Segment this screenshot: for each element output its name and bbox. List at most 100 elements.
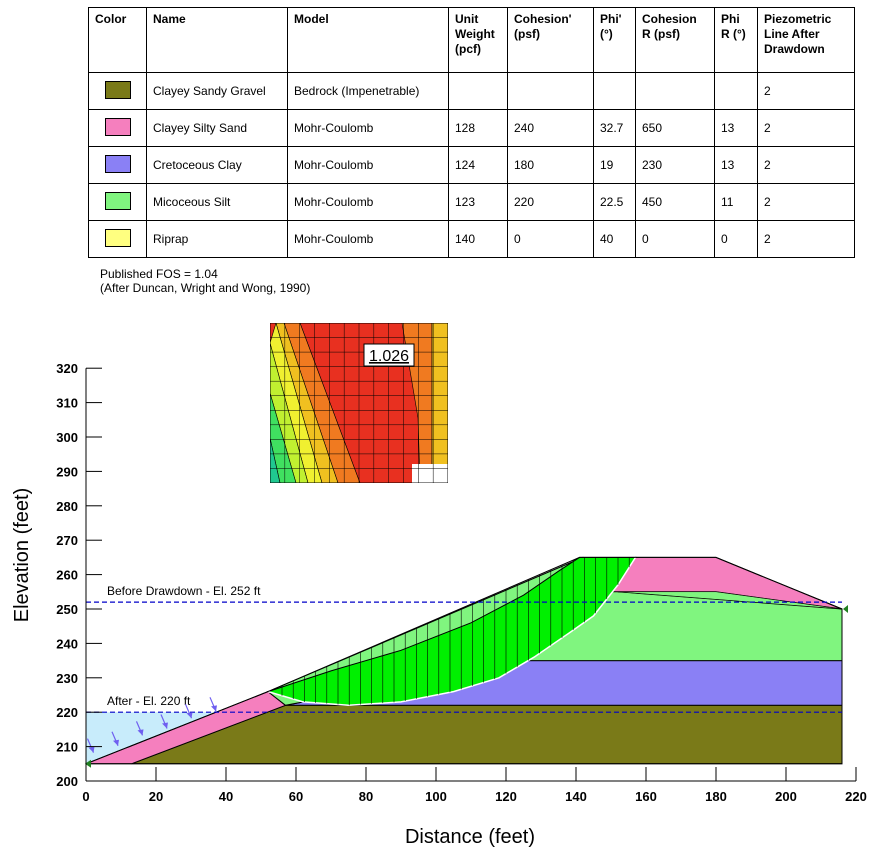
x-tick-label: 40	[219, 789, 233, 804]
material-swatch	[104, 191, 131, 210]
reference-note: (After Duncan, Wright and Wong, 1990)	[100, 281, 311, 295]
material-color-cell	[88, 183, 147, 221]
material-color-cell	[88, 109, 147, 147]
y-tick-label: 240	[56, 636, 78, 651]
fos-contour-band	[275, 323, 339, 483]
material-swatch	[104, 154, 131, 173]
material-phi-r-cell: 11	[714, 183, 758, 221]
header-piezometric: Piezometric Line After Drawdown	[757, 7, 855, 73]
header-name: Name	[146, 7, 288, 73]
header-phi-r: Phi R (°)	[714, 7, 758, 73]
x-tick-label: 100	[425, 789, 447, 804]
material-model-cell: Mohr-Coulomb	[287, 146, 449, 184]
material-piezo-cell: 2	[757, 146, 855, 184]
material-color-cell	[88, 220, 147, 258]
y-tick-label: 320	[56, 361, 78, 376]
y-axis-label: Elevation (feet)	[11, 488, 33, 623]
y-tick-label: 300	[56, 430, 78, 445]
material-piezo-cell: 2	[757, 183, 855, 221]
material-row: Cretoceous Clay Mohr-Coulomb 124 180 19 230 13…	[88, 146, 855, 184]
material-piezo-cell: 2	[757, 220, 855, 258]
x-tick-label: 140	[565, 789, 587, 804]
x-tick-label: 0	[82, 789, 89, 804]
fos-contour-band	[270, 323, 323, 483]
material-cohesion-cell: 240	[507, 109, 594, 147]
fos-contour-band	[270, 392, 297, 483]
header-color: Color	[88, 7, 147, 73]
header-cohesion-r: Cohesion R (psf)	[635, 7, 715, 73]
fos-contour-band	[283, 323, 361, 483]
fos-contour-band	[270, 437, 281, 483]
header-unit-weight: Unit Weight (pcf)	[448, 7, 508, 73]
chart-axes: 200 210 220 230 240 250 260 270 280 290 300 310 320 0…	[11, 361, 867, 848]
material-row: Clayey Sandy Gravel Bedrock (Impenetrable…	[88, 72, 855, 110]
y-tick-label: 200	[56, 774, 78, 789]
embankment-outline	[85, 556, 843, 765]
material-phi-r-cell: 13	[714, 146, 758, 184]
y-tick-label: 210	[56, 740, 78, 755]
piezo-marker-right	[843, 605, 848, 613]
x-tick-label: 20	[149, 789, 163, 804]
y-tick-label: 250	[56, 602, 78, 617]
material-cohesion-cell: 0	[507, 220, 594, 258]
x-tick-label: 60	[289, 789, 303, 804]
header-cohesion: Cohesion' (psf)	[507, 7, 594, 73]
y-tick-label: 230	[56, 671, 78, 686]
y-tick-label: 270	[56, 533, 78, 548]
material-cohesion-cell: 180	[507, 146, 594, 184]
material-name-cell: Cretoceous Clay	[146, 146, 288, 184]
material-unit-weight-cell: 140	[448, 220, 508, 258]
fos-contour-band	[431, 323, 448, 483]
silt-band	[617, 591, 843, 610]
material-color-cell	[88, 146, 147, 184]
fos-label-box	[363, 343, 415, 367]
material-unit-weight-cell: 128	[448, 109, 508, 147]
material-model-cell: Bedrock (Impenetrable)	[287, 72, 449, 110]
material-table-header: Color Name Model Unit Weight (pcf) Cohes…	[88, 7, 855, 73]
x-axis-label: Distance (feet)	[405, 826, 535, 848]
material-swatch	[104, 228, 131, 247]
material-name-cell: Micoceous Silt	[146, 183, 288, 221]
load-arrow-head	[162, 722, 168, 729]
water-levels: Before Drawdown - El. 252 ft After - El. …	[85, 584, 848, 768]
material-phi-cell: 32.7	[593, 109, 636, 147]
material-swatch	[104, 117, 131, 136]
fos-label: 1.026	[369, 348, 409, 365]
fos-contour-band	[270, 342, 309, 483]
water-label-after: After - El. 220 ft	[107, 694, 191, 708]
load-arrow-head	[186, 712, 193, 719]
slope-cross-section	[85, 556, 843, 765]
material-cohesion-r-cell: 650	[635, 109, 715, 147]
material-row: Riprap Mohr-Coulomb 140 0 40 0 0 2	[88, 220, 855, 258]
material-row: Clayey Silty Sand Mohr-Coulomb 128 240 32.7 6…	[88, 109, 855, 147]
material-swatch	[104, 80, 131, 99]
x-tick-label: 220	[845, 789, 867, 804]
load-arrow-head	[137, 729, 144, 736]
header-phi: Phi' (°)	[593, 7, 636, 73]
fos-contour-grid	[270, 323, 448, 483]
material-model-cell: Mohr-Coulomb	[287, 183, 449, 221]
material-unit-weight-cell: 124	[448, 146, 508, 184]
x-tick-label: 180	[705, 789, 727, 804]
piezo-marker-left	[85, 759, 91, 768]
material-name-cell: Clayey Sandy Gravel	[146, 72, 288, 110]
y-tick-label: 290	[56, 464, 78, 479]
material-phi-r-cell: 13	[714, 109, 758, 147]
published-fos-note: Published FOS = 1.04	[100, 267, 218, 281]
x-tick-label: 160	[635, 789, 657, 804]
load-arrow-head	[113, 739, 119, 746]
material-table: Color Name Model Unit Weight (pcf) Cohes…	[88, 7, 855, 258]
fos-grid-blank-cell	[412, 464, 448, 483]
y-tick-label: 220	[56, 705, 78, 720]
y-tick-label: 280	[56, 499, 78, 514]
material-phi-r-cell: 0	[714, 220, 758, 258]
material-model-cell: Mohr-Coulomb	[287, 220, 449, 258]
material-model-cell: Mohr-Coulomb	[287, 109, 449, 147]
material-piezo-cell: 2	[757, 72, 855, 110]
x-tick-label: 80	[359, 789, 373, 804]
material-cohesion-r-cell: 450	[635, 183, 715, 221]
x-tick-label: 200	[775, 789, 797, 804]
water-label-before: Before Drawdown - El. 252 ft	[107, 584, 261, 598]
y-tick-label: 260	[56, 568, 78, 583]
